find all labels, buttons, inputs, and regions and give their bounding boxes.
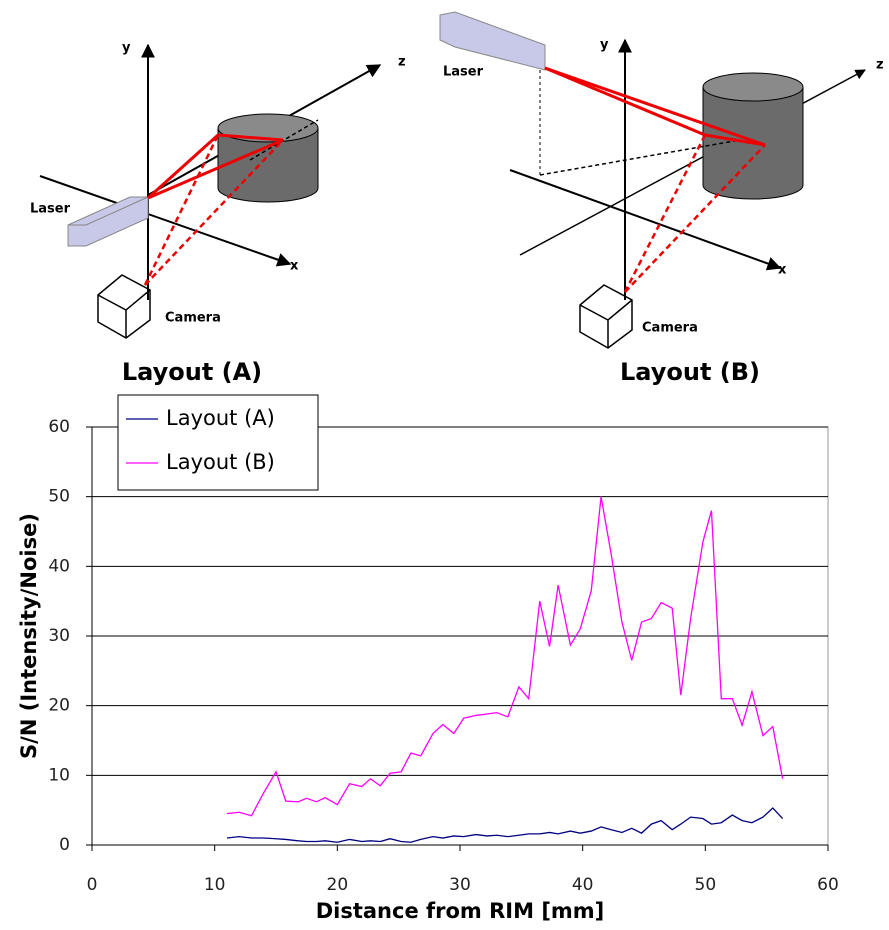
- axis-label: x: [290, 259, 299, 274]
- x-tick-label: 30: [449, 875, 471, 895]
- x-tick-label: 0: [87, 875, 98, 895]
- x-axis-title: Distance from RIM [mm]: [316, 899, 605, 923]
- laser-label: Laser: [443, 65, 484, 80]
- diagram-b: [440, 12, 865, 348]
- y-tick-label: 60: [48, 417, 70, 437]
- caption: Layout (B): [620, 358, 760, 386]
- diagram-a: [40, 45, 380, 338]
- data-line: [227, 497, 783, 816]
- axis-label: z: [876, 58, 884, 73]
- x-tick-label: 40: [572, 875, 594, 895]
- y-axis-title: S/N (Intensity/Noise): [17, 513, 41, 759]
- x-tick-label: 50: [695, 875, 717, 895]
- camera-label: Camera: [642, 321, 698, 336]
- axis-label: y: [600, 38, 609, 53]
- y-tick-label: 0: [59, 835, 70, 855]
- legend-label: Layout (A): [166, 406, 275, 430]
- legend-label: Layout (B): [166, 450, 275, 474]
- y-tick-label: 40: [48, 556, 70, 576]
- data-line: [227, 808, 783, 842]
- y-tick-label: 50: [48, 487, 70, 507]
- axis-label: z: [398, 55, 406, 70]
- y-tick-label: 20: [48, 696, 70, 716]
- laser-label: Laser: [30, 202, 71, 217]
- y-tick-label: 30: [48, 626, 70, 646]
- x-tick-label: 10: [204, 875, 226, 895]
- x-tick-label: 60: [817, 875, 839, 895]
- x-tick-label: 20: [327, 875, 349, 895]
- figure: y z x Laser Camera Layout (A) y z x Lase…: [0, 0, 889, 930]
- camera-label: Camera: [165, 311, 221, 326]
- axis-label: y: [122, 41, 131, 56]
- axis-label: x: [778, 263, 787, 278]
- y-tick-label: 10: [48, 765, 70, 785]
- caption: Layout (A): [122, 358, 262, 386]
